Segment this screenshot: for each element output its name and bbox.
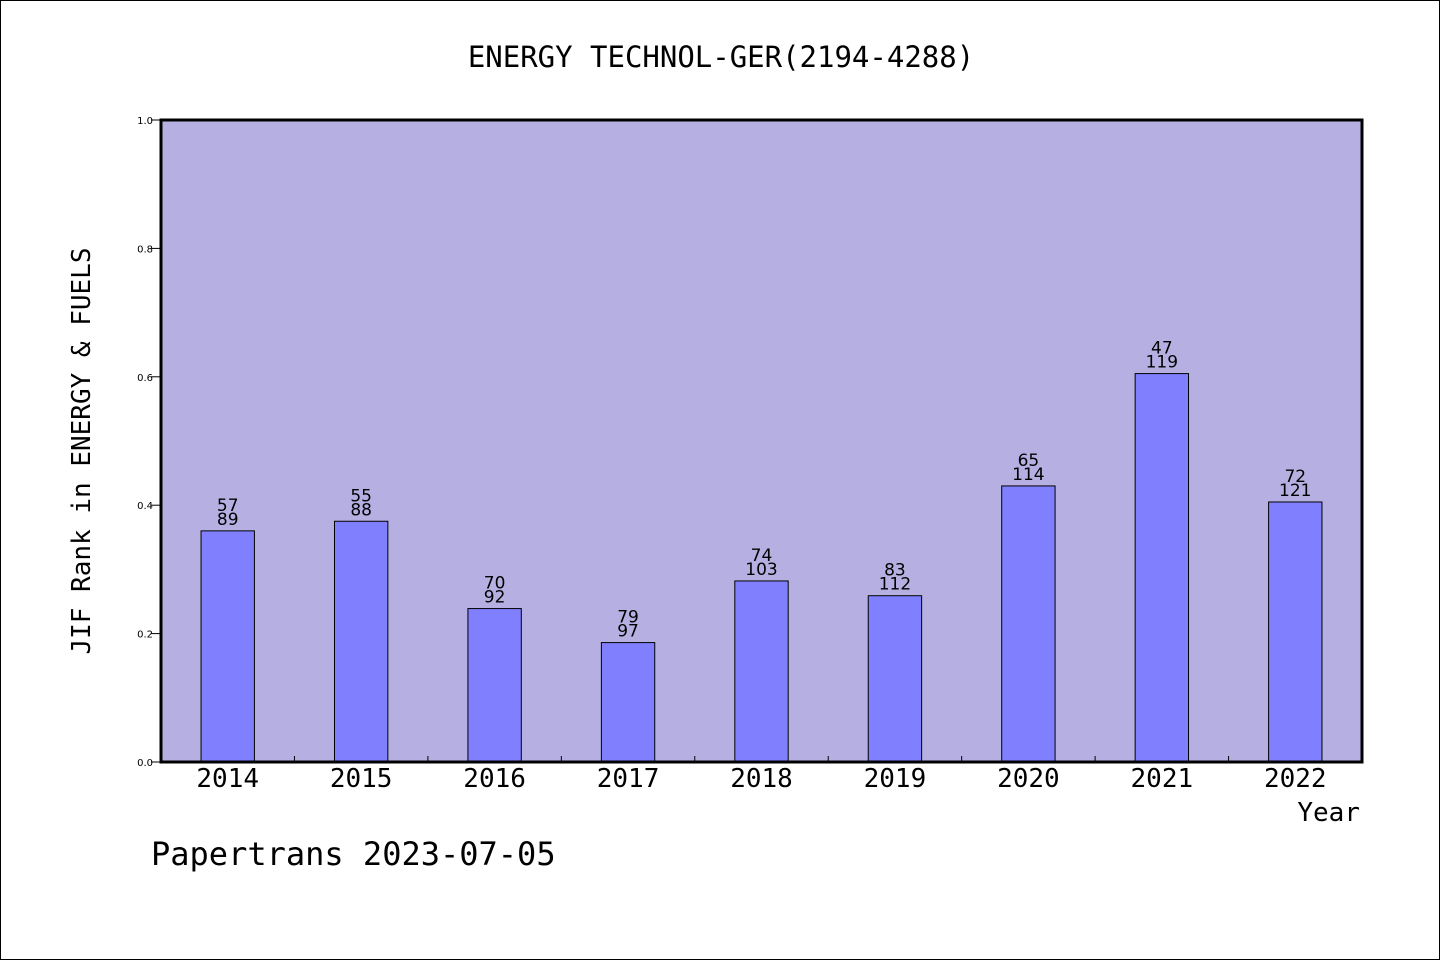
bar-2018: [734, 580, 789, 763]
bar-2017: [600, 642, 656, 763]
x-tick-label: 2014: [196, 764, 259, 794]
bar-rank-label: 55: [350, 486, 372, 506]
x-tick-label: 2021: [1131, 764, 1194, 794]
y-axis: 0.0 0.2 0.4 0.6 0.8 1.0: [137, 116, 161, 769]
x-tick-label: 2020: [997, 764, 1060, 794]
x-tick-label: 2017: [597, 764, 660, 794]
x-tick-label: 2022: [1264, 764, 1327, 794]
bar-rank-label: 70: [484, 574, 506, 594]
bar-total-label: 112: [879, 575, 911, 595]
x-tick-label: 2018: [730, 764, 793, 794]
y-tick-label: 0.0: [137, 758, 153, 769]
bar-rank-label: 57: [217, 496, 239, 516]
bar-rank-label: 79: [617, 608, 639, 628]
x-tick-label: 2019: [864, 764, 927, 794]
bar-total-label: 119: [1146, 353, 1178, 373]
y-tick-label: 0.2: [137, 630, 153, 641]
bar-total-label: 121: [1279, 481, 1311, 501]
bar-2021: [1134, 373, 1190, 763]
bar-rank-label: 74: [751, 546, 773, 566]
y-tick-label: 1.0: [137, 116, 153, 127]
bar-total-label: 97: [617, 622, 639, 642]
bar-total-label: 89: [217, 510, 239, 530]
y-tick-label: 0.8: [137, 244, 153, 255]
footer-credit: Papertrans 2023-07-05: [151, 835, 556, 873]
y-axis-label: JIF Rank in ENERGY & FUELS: [67, 248, 97, 655]
bars-group: [200, 373, 1323, 763]
bar-rank-label: 47: [1151, 339, 1173, 359]
bar-rank-label: 65: [1018, 451, 1040, 471]
bar-total-label: 103: [745, 560, 777, 580]
y-tick-label: 0.6: [137, 373, 153, 384]
bar-2022: [1268, 501, 1323, 763]
bar-2020: [1001, 485, 1056, 763]
bar-total-label: 114: [1012, 465, 1044, 485]
bar-total-label: 88: [350, 500, 372, 520]
bar-2019: [867, 595, 923, 763]
plot-border: [159, 118, 1364, 764]
x-tick-label: 2016: [463, 764, 526, 794]
bar-2016: [467, 608, 522, 763]
bar-2014: [200, 530, 255, 763]
bar-2015: [333, 520, 389, 763]
x-axis-label: Year: [1297, 798, 1360, 828]
x-tick-label: 2015: [330, 764, 393, 794]
bar-rank-label: 72: [1284, 467, 1306, 487]
y-tick-label: 0.4: [137, 501, 153, 512]
bar-rank-label: 83: [884, 561, 906, 581]
chart-title: ENERGY TECHNOL-GER(2194-4288): [468, 40, 974, 74]
bar-total-label: 92: [484, 588, 506, 608]
x-axis: 2014 2015 2016 2017 2018 2019 2020 2021 2022: [196, 756, 1327, 794]
